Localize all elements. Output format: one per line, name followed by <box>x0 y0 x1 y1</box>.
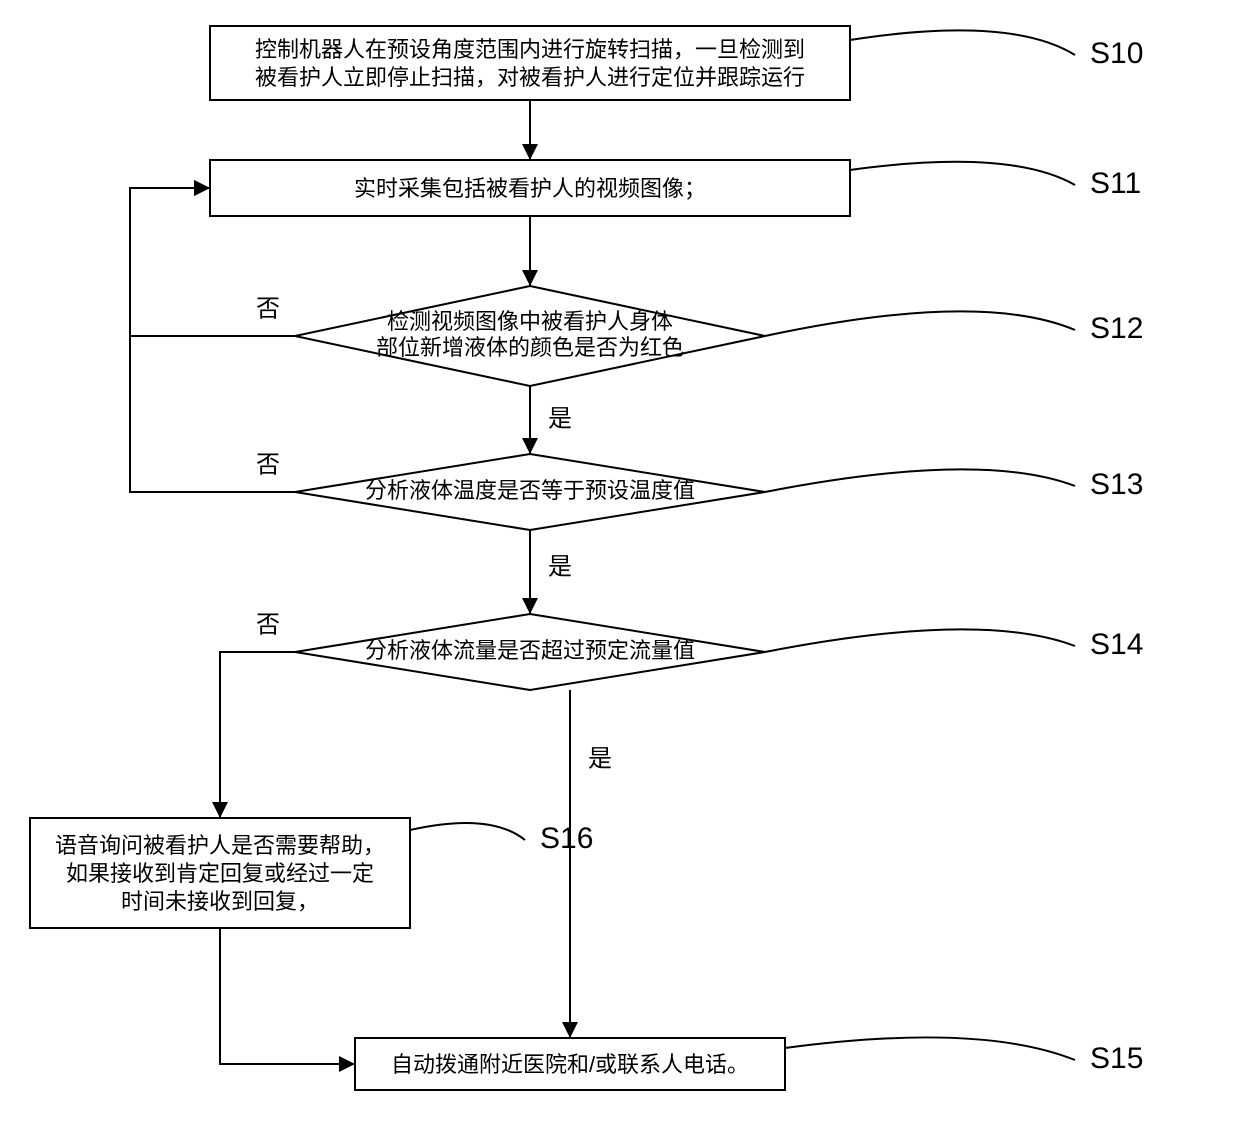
s16-text: 语音询问被看护人是否需要帮助， <box>55 833 385 858</box>
s10-leader <box>850 30 1075 55</box>
s16-label: S16 <box>540 822 593 855</box>
branch-label: 否 <box>256 451 280 478</box>
s15-label: S15 <box>1090 1042 1143 1075</box>
s10-text: 控制机器人在预设角度范围内进行旋转扫描，一旦检测到 <box>255 37 805 62</box>
edge <box>220 928 355 1064</box>
s12-label: S12 <box>1090 312 1143 345</box>
edge <box>130 188 295 492</box>
s11-label: S11 <box>1090 167 1141 200</box>
s12-text: 检测视频图像中被看护人身体 <box>387 309 673 334</box>
branch-label: 否 <box>256 295 280 322</box>
s13-label: S13 <box>1090 468 1143 501</box>
s11-leader <box>850 162 1075 185</box>
s13-leader <box>765 469 1075 492</box>
branch-label: 否 <box>256 611 280 638</box>
s15-text: 自动拨通附近医院和/或联系人电话。 <box>391 1052 749 1077</box>
s12-text: 部位新增液体的颜色是否为红色 <box>376 335 684 360</box>
edge <box>220 652 295 818</box>
s10-text: 被看护人立即停止扫描，对被看护人进行定位并跟踪运行 <box>255 65 805 90</box>
branch-label: 是 <box>588 745 612 772</box>
branch-label: 是 <box>548 553 572 580</box>
s16-text: 时间未接收到回复， <box>121 889 319 914</box>
s14-label: S14 <box>1090 628 1143 661</box>
s10-label: S10 <box>1090 37 1143 70</box>
s15-leader <box>785 1037 1075 1060</box>
s14-leader <box>765 629 1075 652</box>
s16-leader <box>410 823 525 840</box>
s16-text: 如果接收到肯定回复或经过一定 <box>66 861 374 886</box>
branch-label: 是 <box>548 405 572 432</box>
s11-text: 实时采集包括被看护人的视频图像； <box>354 176 706 201</box>
s13-text: 分析液体温度是否等于预设温度值 <box>365 478 695 503</box>
s14-text: 分析液体流量是否超过预定流量值 <box>365 638 695 663</box>
s12-leader <box>765 311 1075 336</box>
